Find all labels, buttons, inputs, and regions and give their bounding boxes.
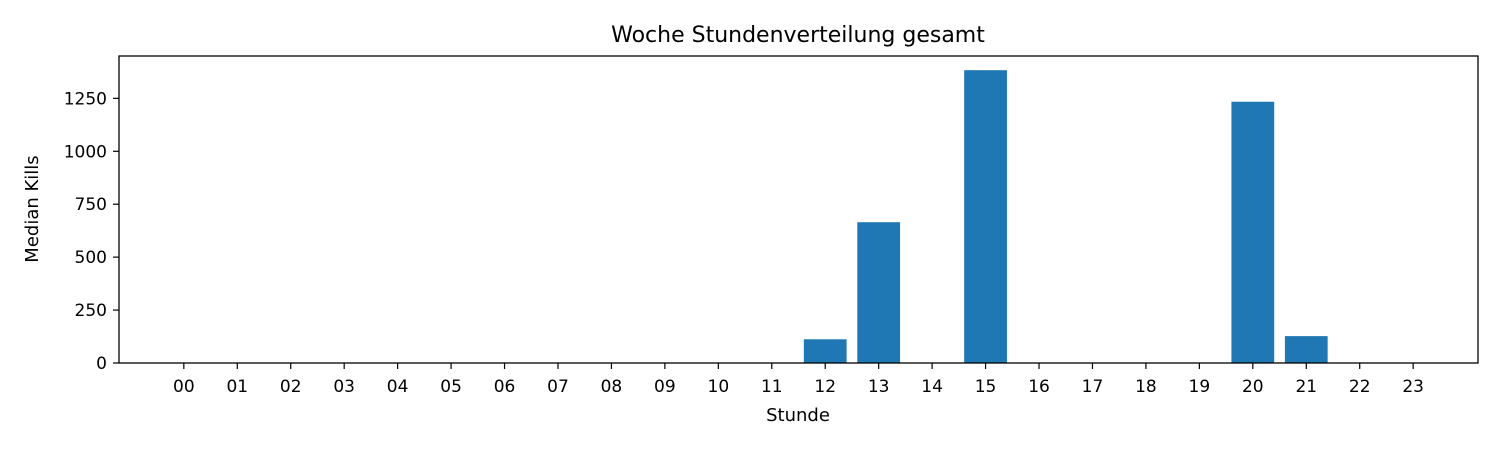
x-tick-label: 07 <box>547 377 569 397</box>
x-tick-label: 23 <box>1402 377 1424 397</box>
x-tick-label: 21 <box>1295 377 1317 397</box>
x-tick-label: 13 <box>868 377 890 397</box>
x-tick-label: 04 <box>387 377 409 397</box>
x-tick-label: 05 <box>440 377 462 397</box>
x-tick-label: 15 <box>975 377 997 397</box>
y-tick-label: 250 <box>75 301 107 321</box>
bar-20 <box>1231 101 1275 363</box>
x-tick-label: 20 <box>1242 377 1264 397</box>
x-tick-label: 17 <box>1082 377 1104 397</box>
x-tick-label: 19 <box>1189 377 1211 397</box>
x-tick-label: 03 <box>333 377 355 397</box>
x-tick-label: 11 <box>761 377 783 397</box>
x-tick-label: 00 <box>173 377 195 397</box>
plot-frame <box>118 55 1479 364</box>
bars-group <box>803 70 1328 363</box>
x-tick-label: 14 <box>921 377 943 397</box>
x-tick-label: 01 <box>226 377 248 397</box>
y-tick-label: 0 <box>96 354 107 374</box>
bar-21 <box>1284 336 1328 363</box>
x-tick-label: 18 <box>1135 377 1157 397</box>
y-tick-label: 500 <box>75 248 107 268</box>
x-tick-label: 12 <box>814 377 836 397</box>
bar-15 <box>964 70 1007 363</box>
y-tick-label: 1250 <box>64 89 107 109</box>
bar-12 <box>803 339 847 363</box>
x-tick-label: 22 <box>1349 377 1371 397</box>
x-axis-ticks: 00 01 02 03 04 05 06 07 08 09 10 11 12 13 14 15 16 17 18 19… <box>173 363 1424 397</box>
y-axis-ticks: 0 250 500 750 1000 1250 <box>64 89 119 374</box>
x-axis-label: Stunde <box>766 405 830 426</box>
bar-13 <box>857 222 901 363</box>
x-tick-label: 09 <box>654 377 676 397</box>
y-axis-label: Median Kills <box>22 155 43 262</box>
x-tick-label: 16 <box>1028 377 1050 397</box>
y-tick-label: 1000 <box>64 142 107 162</box>
x-tick-label: 06 <box>494 377 516 397</box>
x-tick-label: 10 <box>708 377 730 397</box>
x-tick-label: 02 <box>280 377 302 397</box>
chart-title: Woche Stundenverteilung gesamt <box>611 23 985 48</box>
x-tick-label: 08 <box>601 377 623 397</box>
y-tick-label: 750 <box>75 195 107 215</box>
